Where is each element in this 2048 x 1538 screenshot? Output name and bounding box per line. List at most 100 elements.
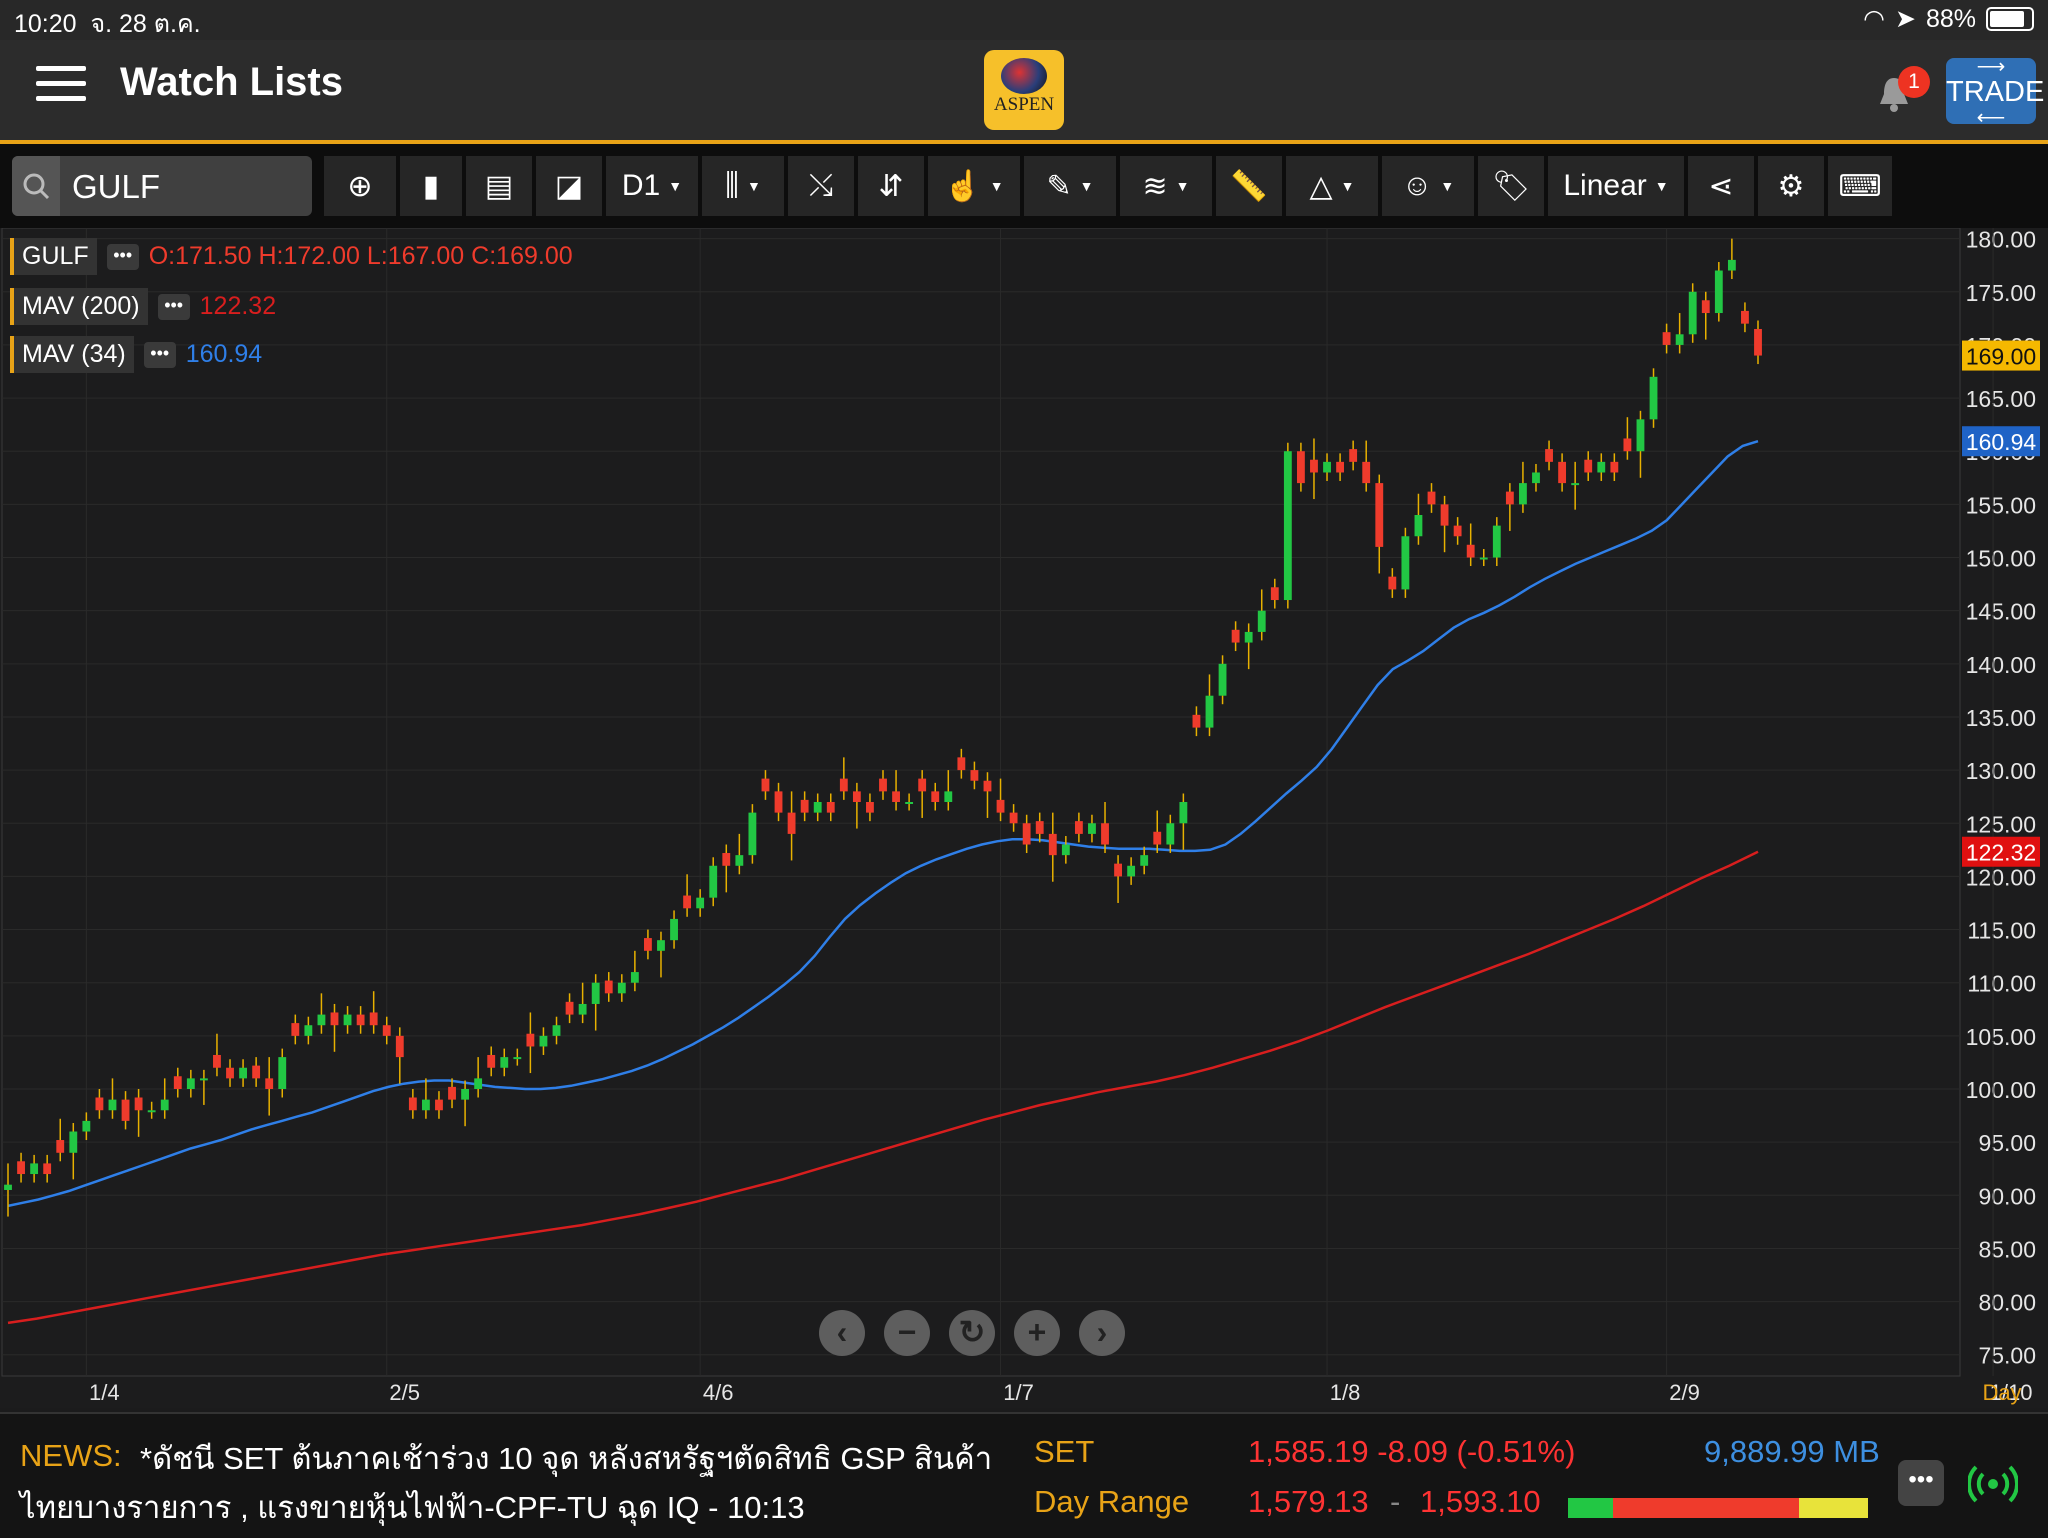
candle-body xyxy=(1244,631,1253,643)
chart-area[interactable]: 75.00 80.00 85.00 90.00 95.00 100.00 105.00 110… xyxy=(0,227,2048,1408)
candle-body xyxy=(513,1057,522,1060)
more-icon: ••• xyxy=(1908,1466,1934,1493)
chart-zoom-out-button[interactable]: − xyxy=(884,1310,930,1356)
layouts-button[interactable]: ▤ xyxy=(466,156,532,216)
share-icon: ⋖ xyxy=(1708,169,1734,203)
search-icon[interactable] xyxy=(12,156,60,216)
candle-body xyxy=(1349,449,1358,462)
candle-body xyxy=(395,1035,404,1058)
candle-body xyxy=(487,1054,496,1068)
y-tick-label: 100.00 xyxy=(1966,1077,2036,1103)
new-page-button[interactable]: ▮ xyxy=(400,156,462,216)
y-tick-label: 120.00 xyxy=(1966,864,2036,890)
symbol-search-input[interactable] xyxy=(70,166,304,208)
legend-more-button[interactable]: ••• xyxy=(143,341,176,368)
more-button[interactable]: ••• xyxy=(1898,1460,1944,1506)
candle-body xyxy=(709,865,718,898)
legend-symbol[interactable]: GULF xyxy=(10,238,97,275)
drawing-dropdown[interactable]: ✎ ▼ xyxy=(1024,156,1116,216)
candle-body xyxy=(500,1057,509,1068)
scale-dropdown[interactable]: Linear ▼ xyxy=(1548,156,1684,216)
legend-mav34-label[interactable]: MAV (34) xyxy=(10,336,134,373)
candle-body xyxy=(1754,328,1762,356)
keyboard-button[interactable]: ⌨ xyxy=(1828,156,1892,216)
emoji-icon: ☺ xyxy=(1401,169,1433,202)
interval-dropdown[interactable]: D1 ▼ xyxy=(606,156,698,216)
candle-body xyxy=(1492,525,1501,558)
plot-frame xyxy=(1,227,1961,1377)
candle-body xyxy=(578,1003,587,1015)
settings-button[interactable]: ⚙ xyxy=(1758,156,1824,216)
candle-body xyxy=(147,1110,156,1113)
wave-tools-dropdown[interactable]: ≋ ▼ xyxy=(1120,156,1212,216)
pointer-icon: ☝ xyxy=(944,169,982,203)
add-button[interactable]: ⊕ xyxy=(324,156,396,216)
trade-button[interactable]: ⟶ TRADE ⟵ xyxy=(1946,56,2045,129)
candle-body xyxy=(1375,483,1384,547)
legend-mav34-value: 160.94 xyxy=(185,340,263,368)
chart-reset-button[interactable]: ↻ xyxy=(949,1310,995,1356)
day-range-separator: - xyxy=(1390,1484,1401,1519)
legend-more-button[interactable]: ••• xyxy=(106,243,139,270)
candle-body xyxy=(683,895,692,909)
legend-mav200-label[interactable]: MAV (200) xyxy=(10,288,148,325)
candle-body xyxy=(369,1012,378,1026)
candle-body xyxy=(1283,451,1292,601)
y-tick-label: 150.00 xyxy=(1966,546,2036,572)
legend-more-button[interactable]: ••• xyxy=(157,293,190,320)
candle-body xyxy=(839,778,848,792)
candle-body xyxy=(121,1099,130,1121)
shapes-dropdown[interactable]: △ ▼ xyxy=(1286,156,1378,216)
signal-icon[interactable] xyxy=(1968,1460,2018,1506)
emoji-dropdown[interactable]: ☺ ▼ xyxy=(1382,156,1474,216)
candle-body xyxy=(1623,438,1632,452)
chart-zoom-in-button[interactable]: + xyxy=(1014,1310,1060,1356)
status-indicators: ◠ ➤ 88% xyxy=(1863,4,2034,34)
layouts-icon: ▤ xyxy=(484,169,514,203)
candle-body xyxy=(918,778,927,792)
tag-button[interactable]: 🏷 xyxy=(1478,156,1544,216)
candle-body xyxy=(1414,515,1423,537)
candle-body xyxy=(1074,821,1083,834)
news-headline-line2[interactable]: ไทยบางรายการ , แรงขายหุ้นไฟฟ้า-CPF-TU ฉุ… xyxy=(20,1490,805,1525)
chart-type-button[interactable]: ◪ xyxy=(536,156,602,216)
symbol-search[interactable] xyxy=(12,156,312,216)
ruler-button[interactable]: 📏 xyxy=(1216,156,1282,216)
indicator-icon: ⤯ xyxy=(809,169,833,202)
price-chart[interactable]: 75.00 80.00 85.00 90.00 95.00 100.00 105.00 110… xyxy=(0,227,2048,1408)
zoom-out-icon: − xyxy=(897,1314,917,1350)
compare-icon: ⇵ xyxy=(878,169,904,203)
candle-body xyxy=(82,1120,91,1132)
candle-body xyxy=(1088,823,1096,834)
candle-body xyxy=(1505,491,1514,505)
y-tick-label: 135.00 xyxy=(1966,705,2036,731)
mav34-line xyxy=(7,440,1759,1208)
day-range-segment xyxy=(1568,1498,1613,1518)
share-button[interactable]: ⋖ xyxy=(1688,156,1754,216)
candle-body xyxy=(565,1001,574,1015)
gear-icon: ⚙ xyxy=(1777,169,1805,203)
y-tick-label: 95.00 xyxy=(1978,1130,2036,1156)
candle-body xyxy=(265,1078,274,1089)
chart-prev-button[interactable]: ‹ xyxy=(819,1310,865,1356)
candle-body xyxy=(108,1099,117,1111)
y-tick-label: 75.00 xyxy=(1978,1343,2036,1369)
candle-body xyxy=(1479,557,1488,560)
candlestick-style-dropdown[interactable]: ⫼ ▼ xyxy=(702,156,784,216)
compare-button[interactable]: ⇵ xyxy=(858,156,924,216)
caret-down-icon: ▼ xyxy=(1175,178,1190,194)
candle-body xyxy=(1205,695,1214,728)
chart-next-button[interactable]: › xyxy=(1079,1310,1125,1356)
candle-body xyxy=(330,1012,339,1026)
indicator-button[interactable]: ⤯ xyxy=(788,156,854,216)
candle-body xyxy=(1714,270,1723,314)
candle-body xyxy=(787,812,796,834)
news-headline[interactable]: *ดัชนี SET ต้นภาคเช้าร่วง 10 จุด หลังสหร… xyxy=(140,1441,993,1476)
hamburger-menu-button[interactable] xyxy=(36,66,86,110)
caret-down-icon: ▼ xyxy=(746,178,761,194)
candle-body xyxy=(173,1076,182,1089)
pointer-dropdown[interactable]: ☝ ▼ xyxy=(928,156,1020,216)
y-tick-label: 110.00 xyxy=(1967,971,2036,997)
legend-row-mav200: MAV (200) ••• 122.32 xyxy=(10,288,276,325)
mav200-line xyxy=(7,850,1759,1325)
